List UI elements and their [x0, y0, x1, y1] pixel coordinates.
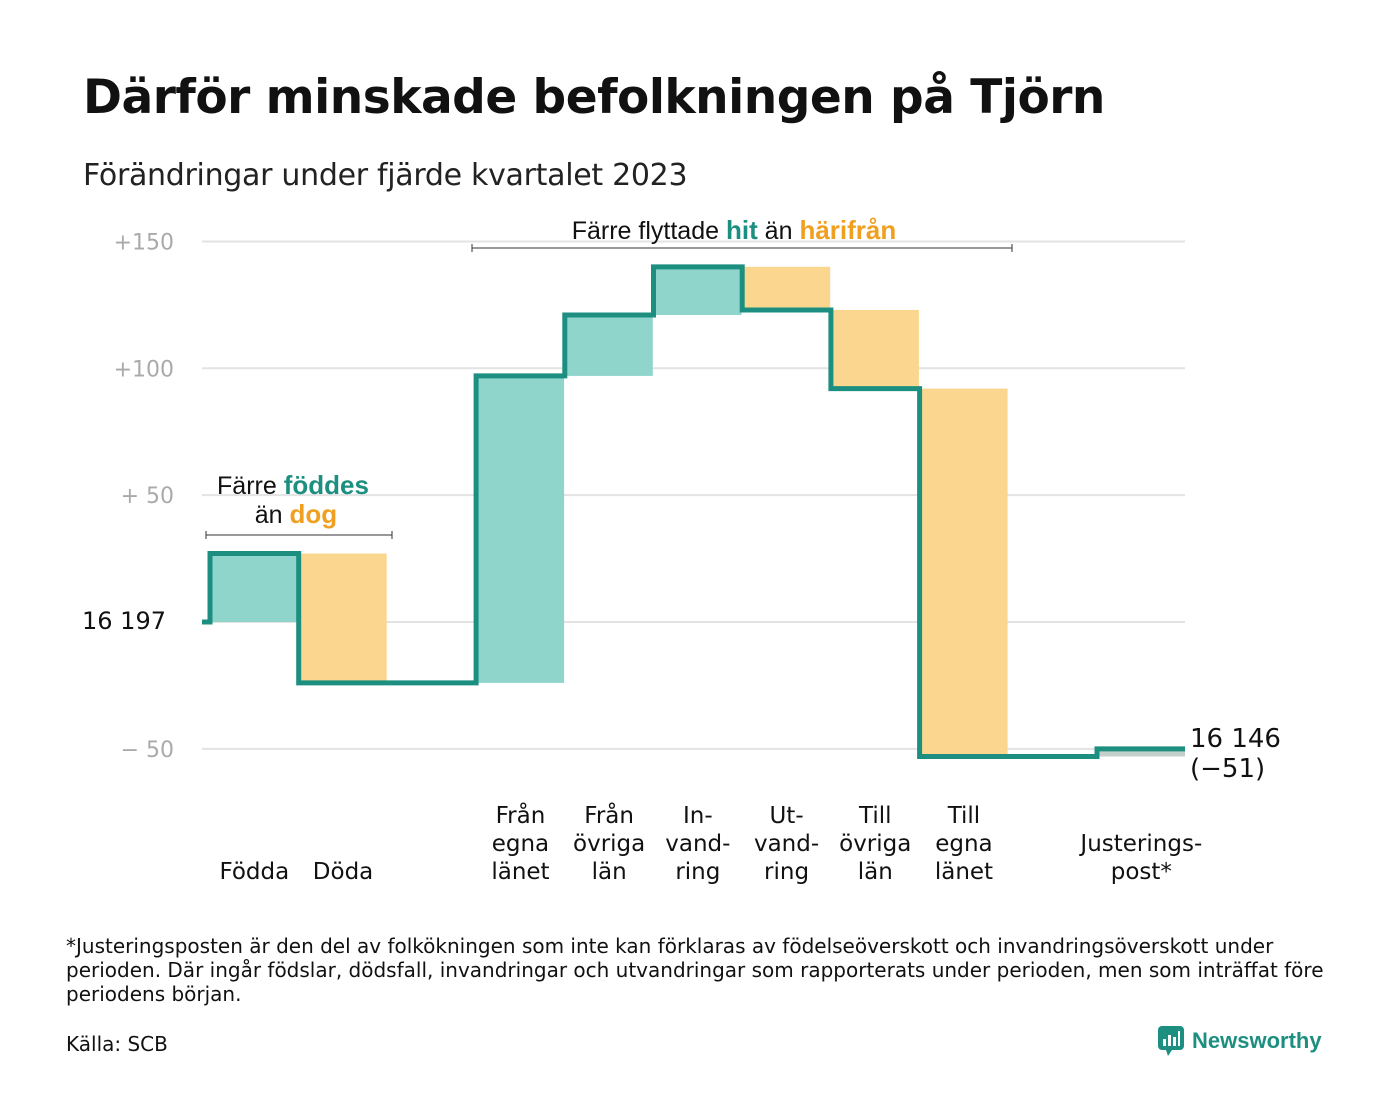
- x-axis-label: län: [858, 859, 893, 885]
- births-highlight: föddes: [284, 470, 369, 500]
- brand-name: Newsworthy: [1192, 1028, 1322, 1053]
- migration-annotation: Färre flyttade hit än härifrån: [471, 215, 1013, 252]
- x-axis-label: ring: [675, 859, 720, 885]
- y-tick-label: + 50: [121, 484, 174, 509]
- waterfall-bar: [1097, 748, 1185, 757]
- x-axis-label: Från: [584, 801, 634, 829]
- y-tick-label: − 50: [121, 738, 174, 763]
- x-axis-label: länet: [935, 859, 993, 885]
- x-axis-label: Döda: [313, 859, 373, 885]
- waterfall-bar: [653, 266, 742, 316]
- migration-highlight-harifran: härifrån: [799, 215, 896, 245]
- births-annotation-line2: än dog: [255, 499, 337, 529]
- migration-text-pre: Färre flyttade: [572, 217, 726, 245]
- waterfall-bar: [210, 553, 298, 622]
- end-change-label: (−51): [1190, 754, 1265, 784]
- migration-highlight-hit: hit: [726, 215, 758, 245]
- end-value-label: 16 146: [1190, 724, 1281, 754]
- x-axis-label: In-: [683, 803, 713, 829]
- x-axis-label: övriga: [839, 831, 911, 857]
- waterfall-bar: [742, 266, 831, 310]
- x-axis-label: län: [592, 859, 627, 885]
- waterfall-bar: [476, 375, 565, 683]
- waterfall-bar: [298, 553, 387, 683]
- y-axis: +150 +100 + 50 − 50: [114, 230, 174, 762]
- newsworthy-logo-icon: [1158, 1026, 1184, 1056]
- deaths-highlight: dog: [290, 499, 338, 529]
- x-axis-label: länet: [491, 859, 549, 885]
- births-text-pre: Färre: [217, 472, 284, 500]
- x-axis-label: Från: [496, 801, 546, 829]
- births-annotation: Färre föddes än dog: [205, 470, 393, 539]
- x-axis-label: vand-: [665, 831, 730, 857]
- x-axis-label: vand-: [754, 831, 819, 857]
- x-axis-label: Födda: [219, 859, 289, 885]
- y-tick-label: +150: [114, 230, 174, 255]
- footnote: *Justeringsposten är den del av folkökni…: [66, 934, 1324, 1006]
- migration-text-mid: än: [758, 217, 800, 245]
- start-value-label: 16 197: [82, 607, 166, 635]
- x-axis-labels: Födda DödaFrånegnalänetFrånövrigalänIn-va…: [219, 801, 1202, 885]
- waterfall-bar: [830, 309, 919, 389]
- waterfall-bar: [919, 388, 1008, 757]
- x-axis-label: egna: [492, 831, 549, 857]
- migration-annotation-text: Färre flyttade hit än härifrån: [572, 215, 897, 245]
- x-axis-label: Till: [947, 803, 981, 829]
- x-axis-label: Ut-: [769, 803, 803, 829]
- x-axis-label: Till: [858, 803, 892, 829]
- x-axis-label: egna: [935, 831, 992, 857]
- deaths-text-pre: än: [255, 501, 290, 529]
- y-tick-label: +100: [114, 357, 174, 382]
- x-axis-label: övriga: [573, 831, 645, 857]
- chart-title: Därför minskade befolkningen på Tjörn: [83, 70, 1105, 125]
- births-annotation-line1: Färre föddes: [217, 470, 369, 500]
- x-axis-label: post*: [1111, 859, 1172, 885]
- waterfall-chart: +150+100+ 50− 50 Födda DödaFrånegnalänetF…: [82, 215, 1281, 885]
- brand: Newsworthy: [1158, 1026, 1322, 1056]
- x-axis-label: Justerings-: [1078, 831, 1202, 857]
- running-total-line: [202, 264, 1185, 759]
- bars: [210, 266, 1185, 757]
- waterfall-bar: [564, 315, 653, 376]
- x-axis-label: ring: [764, 859, 809, 885]
- chart-subtitle: Förändringar under fjärde kvartalet 2023: [83, 158, 688, 193]
- source-note: Källa: SCB: [66, 1032, 168, 1056]
